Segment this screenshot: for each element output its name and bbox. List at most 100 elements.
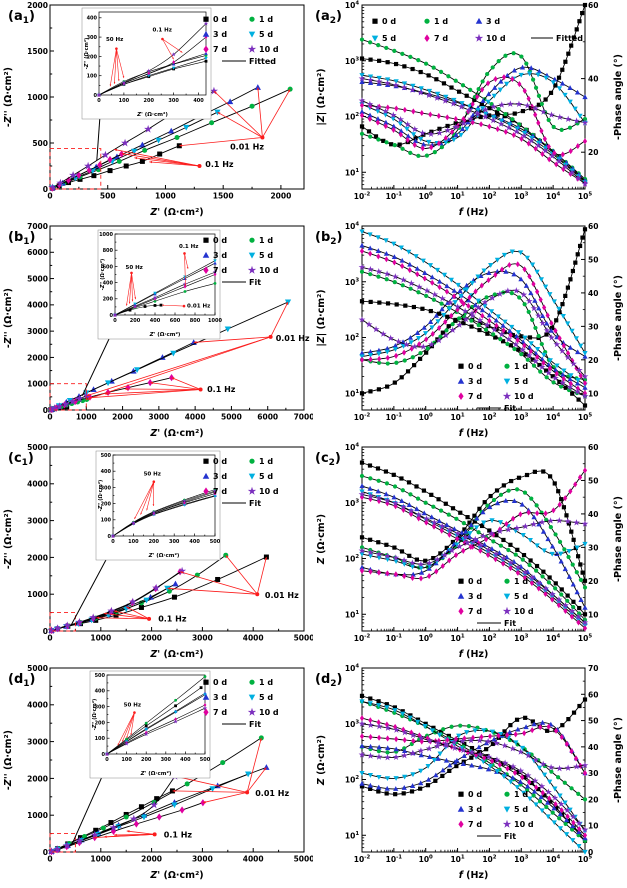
- svg-text:20: 20: [588, 795, 598, 804]
- svg-text:101: 101: [345, 610, 359, 620]
- svg-text:101: 101: [450, 634, 464, 644]
- svg-text:6000: 6000: [27, 248, 48, 257]
- svg-text:3 d: 3 d: [213, 30, 227, 39]
- svg-text:800: 800: [103, 248, 114, 254]
- svg-text:7 d: 7 d: [468, 392, 482, 401]
- svg-text:400: 400: [101, 469, 112, 475]
- y-axis-label: -Z'' (Ω·cm²): [3, 509, 14, 569]
- svg-text:400: 400: [193, 98, 204, 104]
- y-axis-left-label: Z (Ω·cm²): [316, 514, 327, 565]
- y-axis-left-label: Z (Ω·cm²): [316, 735, 327, 786]
- svg-text:0: 0: [47, 855, 52, 864]
- svg-text:-Z'' (Ω·cm²): -Z'' (Ω·cm²): [100, 259, 106, 291]
- svg-text:40: 40: [588, 75, 598, 84]
- svg-text:0 d: 0 d: [213, 457, 227, 466]
- svg-text:50: 50: [588, 717, 598, 726]
- svg-text:0: 0: [102, 752, 106, 758]
- svg-text:Z' (Ω·cm²): Z' (Ω·cm²): [140, 770, 172, 777]
- svg-text:1 d: 1 d: [259, 236, 273, 245]
- svg-text:5000: 5000: [221, 413, 242, 422]
- svg-text:7 d: 7 d: [213, 45, 227, 54]
- svg-text:70: 70: [588, 664, 598, 673]
- svg-text:500: 500: [101, 453, 112, 459]
- x-axis-label: f (Hz): [459, 207, 489, 218]
- svg-text:3 d: 3 d: [213, 251, 227, 260]
- svg-text:0.01 Hz: 0.01 Hz: [265, 591, 299, 600]
- y-axis-label: -Z'' (Ω·cm²): [3, 730, 14, 790]
- svg-text:104: 104: [345, 664, 359, 674]
- svg-text:500: 500: [100, 192, 116, 201]
- svg-text:0: 0: [108, 534, 112, 540]
- svg-text:0.01 Hz: 0.01 Hz: [276, 334, 310, 343]
- svg-text:102: 102: [482, 413, 496, 423]
- svg-text:10 d: 10 d: [259, 708, 279, 717]
- svg-text:40: 40: [588, 289, 598, 298]
- svg-text:1 d: 1 d: [514, 362, 528, 371]
- svg-text:3 d: 3 d: [468, 377, 482, 386]
- svg-text:7000: 7000: [294, 413, 313, 422]
- x-axis-label: Z' (Ω·cm²): [149, 870, 203, 881]
- svg-text:3 d: 3 d: [468, 592, 482, 601]
- svg-text:20: 20: [588, 148, 598, 157]
- svg-text:103: 103: [345, 719, 359, 729]
- svg-text:104: 104: [546, 634, 560, 644]
- svg-text:-Z'' (Ω·cm²): -Z'' (Ω·cm²): [92, 699, 98, 731]
- svg-text:200: 200: [130, 318, 141, 324]
- svg-text:101: 101: [450, 855, 464, 865]
- svg-text:7 d: 7 d: [213, 266, 227, 275]
- svg-text:0: 0: [47, 634, 52, 643]
- svg-text:0.01 Hz: 0.01 Hz: [255, 789, 289, 798]
- svg-text:600: 600: [170, 318, 181, 324]
- svg-text:101: 101: [345, 389, 359, 399]
- svg-text:50: 50: [588, 255, 598, 264]
- svg-text:10-2: 10-2: [354, 192, 371, 202]
- svg-text:1 d: 1 d: [259, 457, 273, 466]
- svg-text:800: 800: [190, 318, 201, 324]
- svg-text:0: 0: [97, 98, 101, 104]
- svg-text:50 Hz: 50 Hz: [106, 37, 123, 43]
- svg-text:-Z'' (Ω·cm²): -Z'' (Ω·cm²): [98, 480, 104, 512]
- svg-text:Z' (Ω·cm²): Z' (Ω·cm²): [149, 331, 181, 338]
- panel-label: (b1): [8, 230, 35, 247]
- svg-text:2000: 2000: [270, 192, 291, 201]
- svg-text:Fit: Fit: [504, 832, 516, 841]
- svg-text:Fit: Fit: [249, 499, 261, 508]
- svg-text:1 d: 1 d: [514, 577, 528, 586]
- svg-text:0.1 Hz: 0.1 Hz: [153, 27, 172, 33]
- svg-text:0: 0: [43, 848, 48, 857]
- svg-text:200: 200: [141, 757, 152, 763]
- x-axis-label: Z' (Ω·cm²): [149, 649, 203, 660]
- svg-text:40: 40: [588, 743, 598, 752]
- svg-text:10 d: 10 d: [514, 392, 534, 401]
- svg-text:10 d: 10 d: [259, 487, 279, 496]
- svg-text:5000: 5000: [27, 274, 48, 283]
- svg-text:10-1: 10-1: [386, 634, 403, 644]
- svg-text:5 d: 5 d: [259, 693, 273, 702]
- svg-text:1 d: 1 d: [259, 15, 273, 24]
- svg-text:0 d: 0 d: [213, 678, 227, 687]
- svg-text:104: 104: [345, 1, 359, 11]
- svg-text:103: 103: [345, 498, 359, 508]
- svg-text:10-2: 10-2: [354, 634, 371, 644]
- svg-text:1000: 1000: [27, 380, 48, 389]
- svg-text:10: 10: [588, 822, 598, 831]
- panel-label: (d2): [315, 672, 342, 689]
- svg-text:100: 100: [119, 98, 130, 104]
- svg-text:1 d: 1 d: [514, 790, 528, 799]
- svg-text:7 d: 7 d: [468, 820, 482, 829]
- svg-text:0.1 Hz: 0.1 Hz: [164, 830, 193, 839]
- svg-text:104: 104: [546, 192, 560, 202]
- svg-text:10 d: 10 d: [514, 607, 534, 616]
- svg-text:5 d: 5 d: [259, 251, 273, 260]
- panel-label: (c1): [8, 451, 34, 468]
- svg-text:0 d: 0 d: [468, 577, 482, 586]
- svg-text:3000: 3000: [192, 634, 213, 643]
- x-axis-label: f (Hz): [459, 649, 489, 660]
- svg-text:0.1 Hz: 0.1 Hz: [207, 385, 236, 394]
